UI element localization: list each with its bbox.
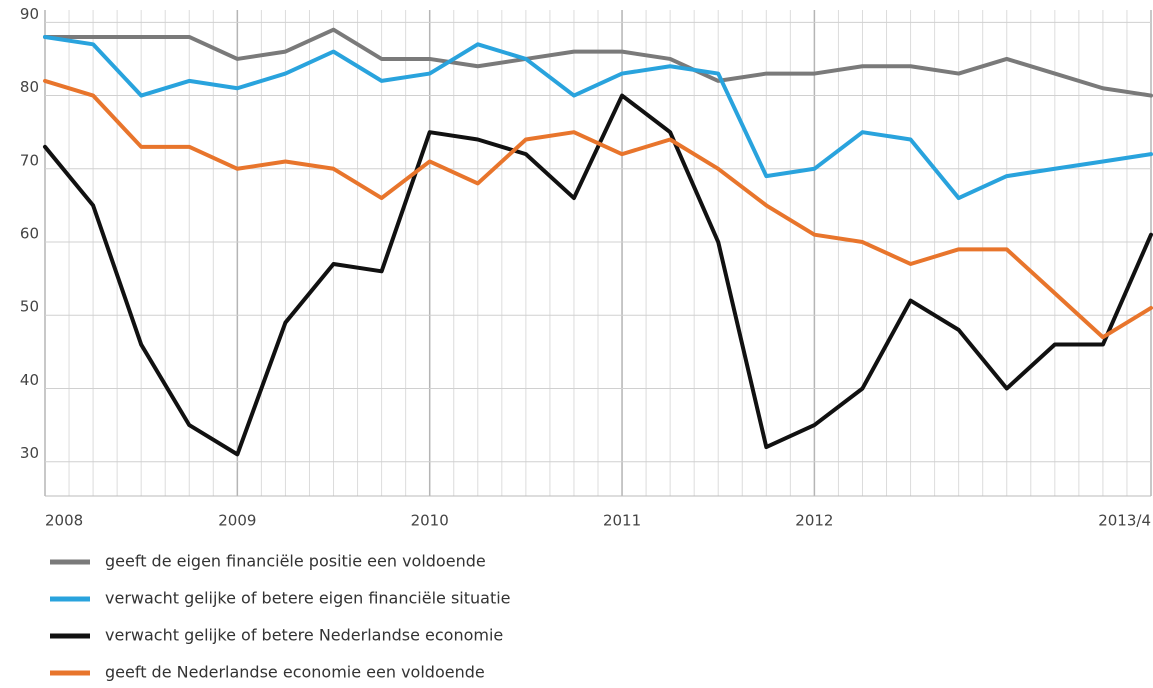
- y-tick-label: 60: [20, 225, 39, 243]
- y-tick-label: 70: [20, 151, 39, 169]
- series-line: [43, 93, 1153, 457]
- y-tick-label: 80: [20, 78, 39, 96]
- x-tick-label: 2013/4: [1098, 512, 1151, 530]
- y-tick-label: 30: [20, 444, 39, 462]
- legend-label: geeft de eigen financiële positie een vo…: [105, 552, 486, 571]
- legend: geeft de eigen financiële positie een vo…: [50, 552, 511, 682]
- x-tick-label: 2008: [45, 512, 83, 530]
- x-tick-label: 2011: [603, 512, 641, 530]
- lines: [43, 27, 1153, 457]
- legend-label: verwacht gelijke of betere eigen financi…: [105, 589, 511, 608]
- series-line: [43, 78, 1153, 340]
- y-tick-label: 90: [20, 5, 39, 23]
- labels: 2008 2009 2010 2011 2012 2013/4 30 40 50 60 70 80 90: [20, 5, 1151, 530]
- legend-label: geeft de Nederlandse economie een voldoe…: [105, 663, 485, 682]
- legend-label: verwacht gelijke of betere Nederlandse e…: [105, 626, 503, 645]
- y-tick-label: 40: [20, 371, 39, 389]
- x-tick-label: 2010: [411, 512, 449, 530]
- y-tick-label: 50: [20, 298, 39, 316]
- series-line: [43, 27, 1153, 98]
- x-tick-label: 2012: [795, 512, 833, 530]
- x-tick-label: 2009: [218, 512, 256, 530]
- series-line: [43, 34, 1153, 201]
